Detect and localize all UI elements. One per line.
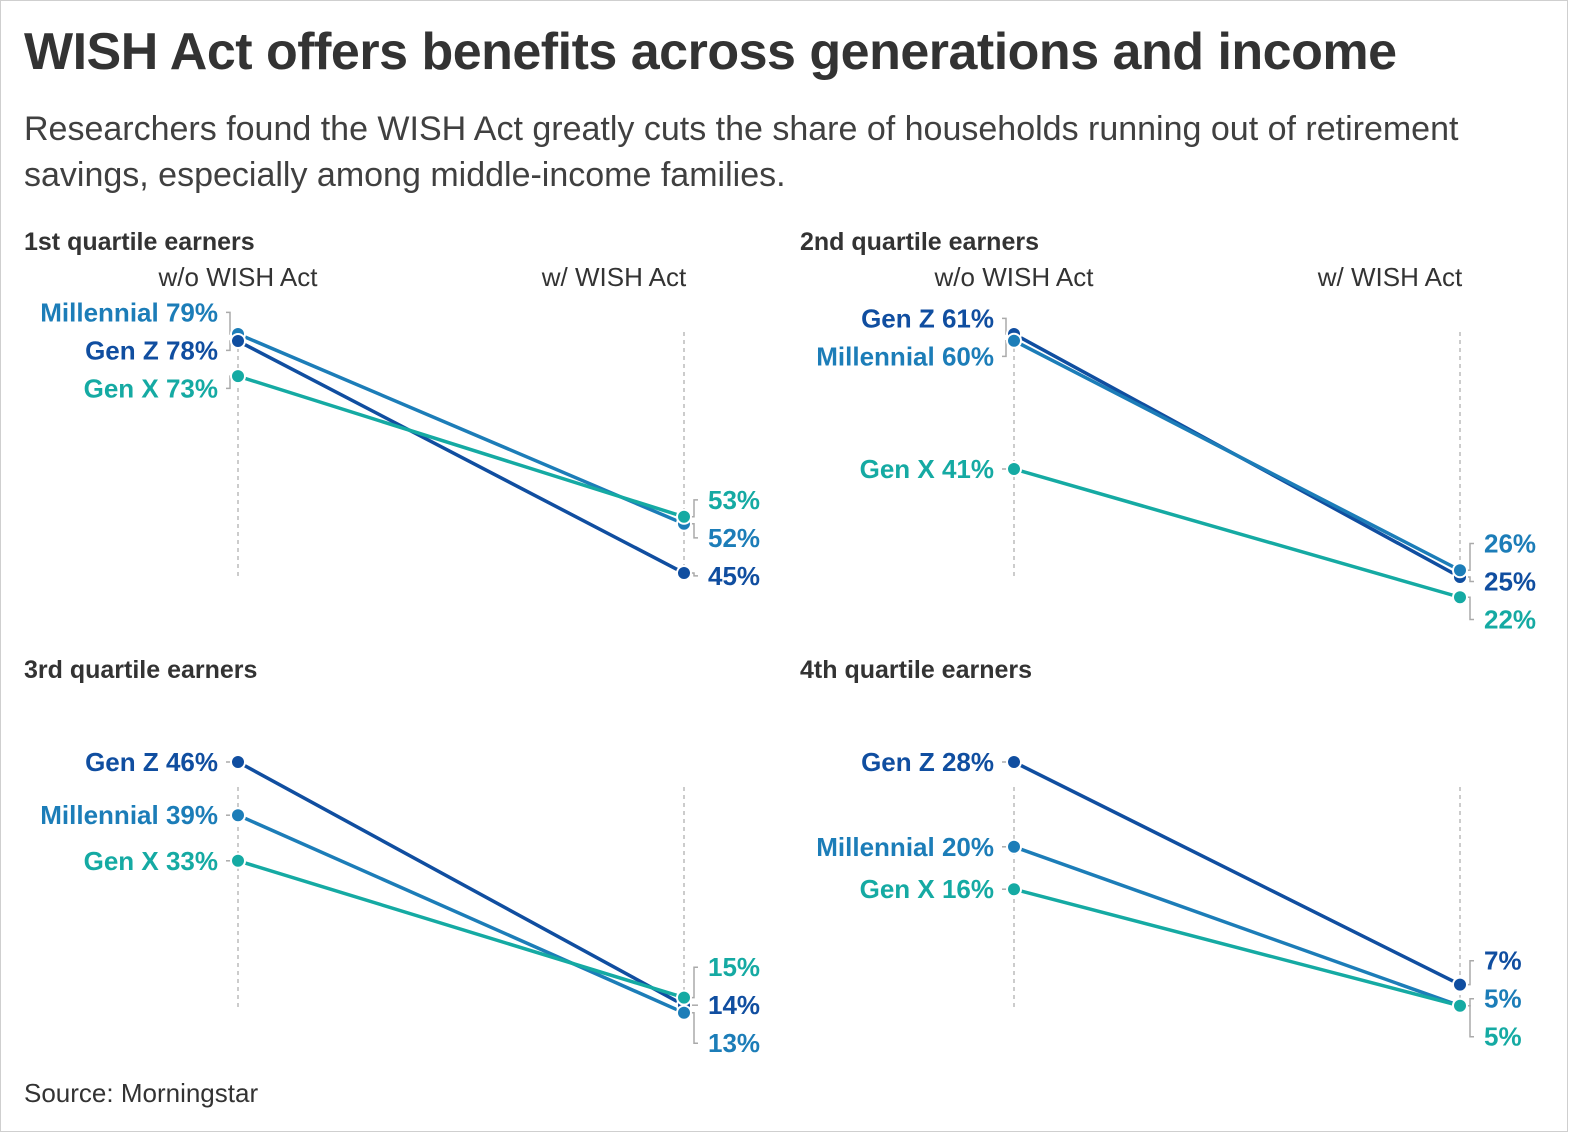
panel1-point-start-gen-x xyxy=(230,368,246,385)
panel3-title: 3rd quartile earners xyxy=(24,656,257,684)
panel1-line-gen-x xyxy=(236,374,686,519)
panel2-line-gen-x xyxy=(1012,467,1462,599)
panel1-label-start-millennial: Millennial 79% xyxy=(40,297,218,327)
panel2-column-header-after: w/ WISH Act xyxy=(1317,262,1463,292)
panel4-point-end-gen-x xyxy=(1452,997,1468,1014)
panel2-label-start-millennial: Millennial 60% xyxy=(816,341,994,371)
panel3-label-start-gen-x: Gen X 33% xyxy=(84,846,218,876)
source-note: Source: Morningstar xyxy=(24,1078,259,1108)
panel4-line-millennial xyxy=(1012,845,1462,1008)
panel1-line-gen-z xyxy=(236,339,686,575)
panel2-label-start-gen-x: Gen X 41% xyxy=(860,454,994,484)
panel1-column-header-before: w/o WISH Act xyxy=(158,262,319,292)
panel4-point-end-gen-z xyxy=(1452,976,1468,993)
panel3-label-end-millennial: 13% xyxy=(708,1028,760,1058)
panel1-label-end-gen-z: 45% xyxy=(708,561,760,591)
panel4-label-end-millennial: 5% xyxy=(1484,984,1522,1014)
panel2-point-start-gen-x xyxy=(1006,461,1022,477)
panel3-point-end-millennial xyxy=(676,1004,692,1021)
panel2-point-start-millennial xyxy=(1006,332,1022,349)
panel4-line-gen-x xyxy=(1012,887,1462,1008)
panel1-point-end-gen-z xyxy=(676,565,692,582)
panel2-label-end-millennial: 26% xyxy=(1484,529,1536,559)
panel2-line-millennial xyxy=(1012,339,1462,572)
chart-subtitle: Researchers found the WISH Act greatly c… xyxy=(24,110,1459,194)
panel1-label-end-gen-x: 53% xyxy=(708,485,760,515)
panel3-label-start-millennial: Millennial 39% xyxy=(40,800,218,830)
panel3-label-end-gen-z: 14% xyxy=(708,990,760,1020)
panel3-point-end-gen-x xyxy=(676,989,692,1006)
panel3-point-start-gen-x xyxy=(230,852,246,869)
panel3-point-start-millennial xyxy=(230,807,246,824)
panel4-title: 4th quartile earners xyxy=(800,656,1032,684)
panel1-point-start-gen-z xyxy=(230,333,246,350)
panel2-label-start-gen-z: Gen Z 61% xyxy=(861,303,994,333)
panel3-label-end-gen-x: 15% xyxy=(708,952,760,982)
panel1-label-end-millennial: 52% xyxy=(708,523,760,553)
panel2-column-header-before: w/o WISH Act xyxy=(934,262,1095,292)
panel3-label-start-gen-z: Gen Z 46% xyxy=(85,747,218,777)
panel2-point-end-millennial xyxy=(1452,562,1468,579)
panel1-label-start-gen-x: Gen X 73% xyxy=(84,373,218,403)
panel3-point-start-gen-z xyxy=(230,754,246,770)
chart-title: WISH Act offers benefits across generati… xyxy=(24,23,1397,81)
panel4-point-start-gen-x xyxy=(1006,881,1022,898)
panel1-title: 1st quartile earners xyxy=(24,228,255,256)
panel4-point-start-gen-z xyxy=(1006,754,1022,770)
panel4-label-end-gen-x: 5% xyxy=(1484,1022,1522,1052)
panel1-column-header-after: w/ WISH Act xyxy=(541,262,687,292)
panel2-title: 2nd quartile earners xyxy=(800,228,1039,256)
panel2-label-end-gen-z: 25% xyxy=(1484,567,1536,597)
panel4-label-start-gen-z: Gen Z 28% xyxy=(861,747,994,777)
panel3-line-gen-x xyxy=(236,859,686,1000)
panel4-label-end-gen-z: 7% xyxy=(1484,946,1522,976)
chart-frame xyxy=(0,0,1568,1132)
panel3-line-gen-z xyxy=(236,760,686,1007)
panel4-line-gen-z xyxy=(1012,760,1462,987)
panel1-label-start-gen-z: Gen Z 78% xyxy=(85,335,218,365)
panel2-point-end-gen-x xyxy=(1452,589,1468,606)
panel2-label-end-gen-x: 22% xyxy=(1484,605,1536,635)
panel3-line-millennial xyxy=(236,813,686,1015)
panel4-point-start-millennial xyxy=(1006,838,1022,855)
panel4-label-start-gen-x: Gen X 16% xyxy=(860,874,994,904)
panel1-point-end-gen-x xyxy=(676,508,692,525)
panel4-label-start-millennial: Millennial 20% xyxy=(816,832,994,862)
